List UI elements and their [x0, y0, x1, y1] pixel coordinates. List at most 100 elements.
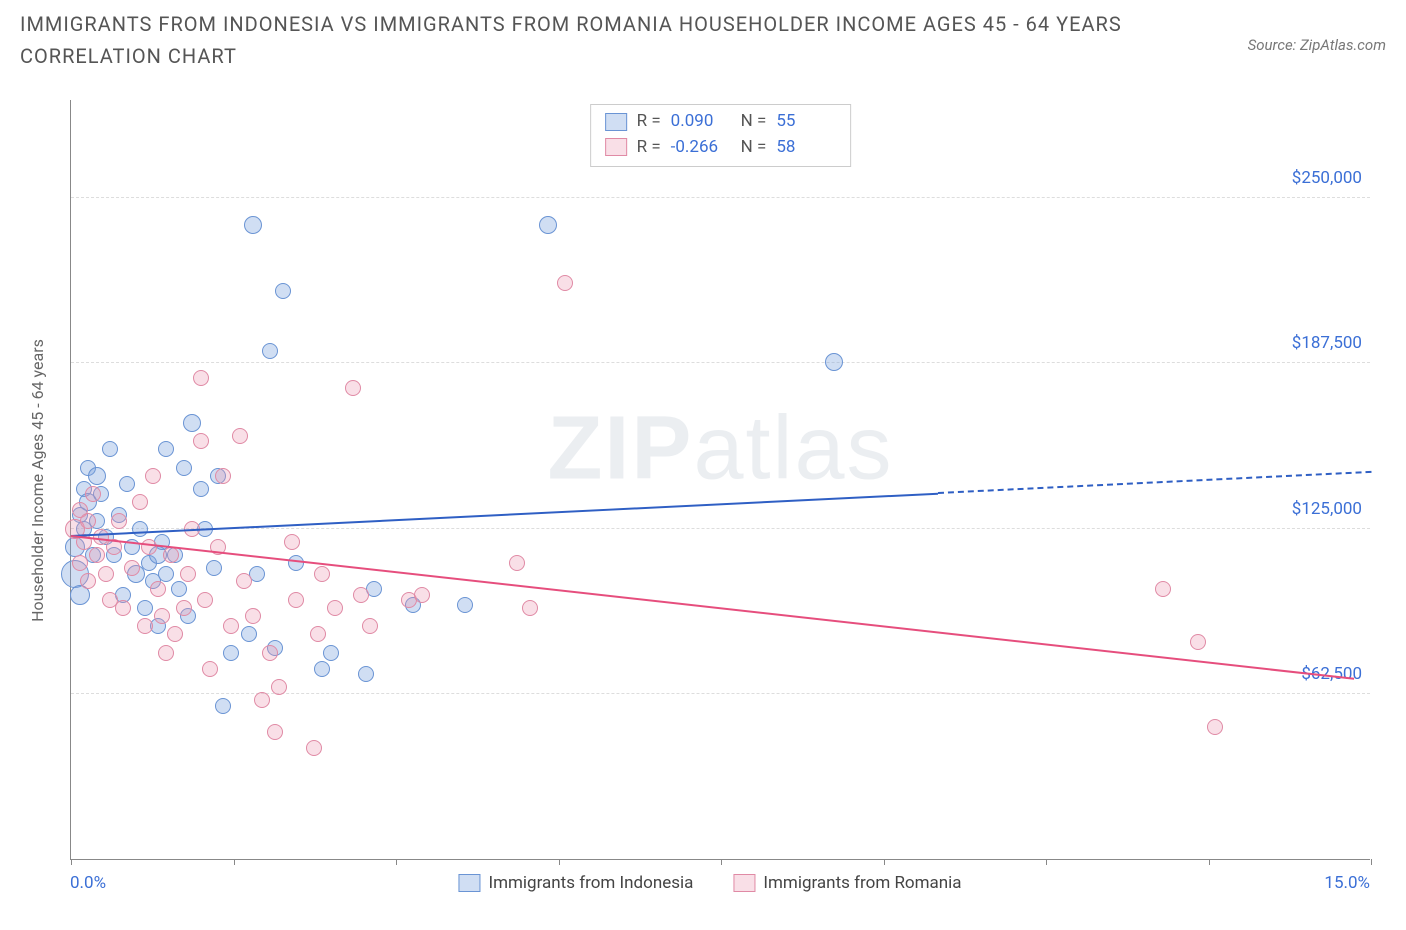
scatter-point — [1207, 719, 1223, 735]
x-tick — [71, 859, 72, 865]
scatter-point — [244, 216, 262, 234]
trend-line — [938, 471, 1371, 494]
watermark: ZIPatlas — [547, 398, 893, 501]
gridline — [71, 362, 1370, 363]
legend-stats: R =0.090N =55R =-0.266N =58 — [590, 104, 852, 167]
scatter-point — [158, 441, 174, 457]
y-tick-label: $250,000 — [1292, 168, 1362, 188]
y-tick-label: $125,000 — [1292, 499, 1362, 519]
scatter-point — [323, 645, 339, 661]
legend-stats-row: R =0.090N =55 — [605, 109, 837, 135]
scatter-point — [89, 547, 105, 563]
scatter-point — [288, 592, 304, 608]
scatter-point — [310, 626, 326, 642]
scatter-point — [358, 666, 374, 682]
scatter-point — [193, 433, 209, 449]
scatter-point — [362, 618, 378, 634]
gridline — [71, 197, 1370, 198]
scatter-point — [345, 380, 361, 396]
scatter-point — [85, 486, 101, 502]
scatter-point — [206, 560, 222, 576]
x-tick — [884, 859, 885, 865]
scatter-point — [271, 679, 287, 695]
scatter-point — [111, 513, 127, 529]
scatter-point — [284, 534, 300, 550]
scatter-point — [158, 645, 174, 661]
scatter-point — [202, 661, 218, 677]
scatter-point — [167, 626, 183, 642]
scatter-point — [232, 428, 248, 444]
scatter-point — [245, 608, 261, 624]
scatter-point — [163, 547, 179, 563]
scatter-point — [215, 468, 231, 484]
scatter-point — [183, 414, 201, 432]
legend-stat-label: R = — [637, 109, 661, 135]
scatter-point — [509, 555, 525, 571]
scatter-point — [314, 566, 330, 582]
scatter-point — [557, 275, 573, 291]
scatter-point — [193, 481, 209, 497]
scatter-point — [88, 467, 106, 485]
scatter-point — [124, 560, 140, 576]
scatter-point — [132, 521, 148, 537]
scatter-point — [98, 566, 114, 582]
x-axis-max-label: 15.0% — [1324, 873, 1370, 893]
scatter-point — [72, 555, 88, 571]
scatter-point — [223, 645, 239, 661]
x-tick — [1209, 859, 1210, 865]
scatter-point — [115, 600, 131, 616]
scatter-point — [457, 597, 473, 613]
scatter-point — [267, 724, 283, 740]
legend-swatch — [605, 138, 627, 156]
legend-n-value: 55 — [776, 109, 836, 135]
scatter-point — [176, 460, 192, 476]
scatter-point — [193, 370, 209, 386]
scatter-point — [102, 441, 118, 457]
legend-r-value: 0.090 — [671, 109, 731, 135]
scatter-point — [306, 740, 322, 756]
legend-swatch — [733, 874, 755, 892]
scatter-point — [825, 353, 843, 371]
gridline — [71, 528, 1370, 529]
scatter-point — [80, 513, 96, 529]
legend-item: Immigrants from Indonesia — [458, 873, 693, 893]
scatter-point — [197, 592, 213, 608]
scatter-point — [236, 573, 252, 589]
x-tick — [721, 859, 722, 865]
y-axis-label: Householder Income Ages 45 - 64 years — [28, 339, 47, 622]
legend-item-label: Immigrants from Indonesia — [488, 873, 693, 893]
x-tick — [234, 859, 235, 865]
scatter-point — [171, 581, 187, 597]
scatter-point — [262, 343, 278, 359]
scatter-point — [353, 587, 369, 603]
scatter-point — [141, 539, 157, 555]
chart-container: Householder Income Ages 45 - 64 years ZI… — [30, 100, 1390, 895]
scatter-point — [275, 283, 291, 299]
scatter-point — [223, 618, 239, 634]
scatter-point — [137, 600, 153, 616]
scatter-point — [1155, 581, 1171, 597]
legend-item-label: Immigrants from Romania — [763, 873, 961, 893]
scatter-point — [176, 600, 192, 616]
scatter-point — [215, 698, 231, 714]
x-tick — [559, 859, 560, 865]
x-tick — [396, 859, 397, 865]
y-tick-label: $187,500 — [1292, 333, 1362, 353]
chart-title: IMMIGRANTS FROM INDONESIA VS IMMIGRANTS … — [20, 8, 1150, 72]
scatter-point — [137, 618, 153, 634]
scatter-point — [327, 600, 343, 616]
x-axis-min-label: 0.0% — [70, 873, 106, 893]
scatter-point — [314, 661, 330, 677]
scatter-point — [145, 468, 161, 484]
legend-swatch — [605, 113, 627, 131]
legend-stats-row: R =-0.266N =58 — [605, 135, 837, 161]
scatter-point — [119, 476, 135, 492]
scatter-point — [539, 216, 557, 234]
scatter-point — [154, 608, 170, 624]
scatter-point — [1190, 634, 1206, 650]
scatter-point — [522, 600, 538, 616]
x-tick — [1371, 859, 1372, 865]
scatter-point — [132, 494, 148, 510]
scatter-point — [150, 581, 166, 597]
scatter-point — [414, 587, 430, 603]
